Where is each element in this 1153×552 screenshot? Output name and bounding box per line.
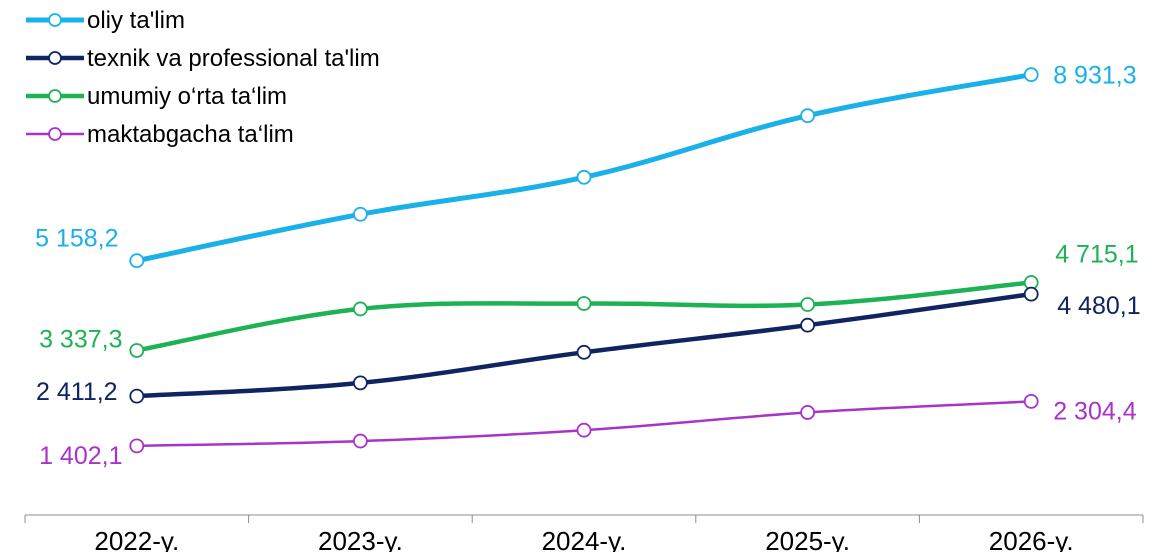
data-label: 2 411,2 [36, 378, 118, 406]
data-point-marker [800, 297, 815, 312]
data-point-marker [576, 296, 592, 311]
data-point-marker [576, 422, 592, 438]
data-point-marker [352, 206, 368, 222]
data-point-marker [352, 301, 368, 317]
data-label: 4 715,1 [1055, 241, 1138, 269]
data-point-marker [800, 317, 815, 333]
series-umumiy-o-rta-ta-lim [129, 275, 1039, 358]
legend-item-texnik-va-professional-ta-lim: texnik va professional ta'lim [26, 45, 380, 72]
data-point-marker [352, 433, 368, 449]
chart-legend: oliy ta'lim texnik va professional ta'lim… [26, 7, 380, 148]
data-point-marker [800, 108, 815, 124]
data-point-marker [1023, 67, 1039, 83]
legend-item-umumiy-o-rta-ta-lim: umumiy o‘rta ta‘lim [26, 83, 287, 110]
series-maktabgacha-ta-lim [129, 393, 1039, 454]
legend-item-maktabgacha-ta-lim: maktabgacha ta‘lim [26, 121, 294, 148]
x-axis: 2022-y. 2023-y. 2024-y. 2025-y. 2026-y. [24, 514, 1144, 552]
data-label: 3 337,3 [39, 325, 122, 353]
x-tick-label: 2023-y. [318, 526, 403, 552]
legend-swatch-marker [48, 13, 62, 27]
data-point-marker [352, 375, 368, 391]
data-point-marker [1023, 286, 1039, 302]
data-point-marker [129, 438, 145, 454]
data-point-marker [129, 388, 145, 404]
data-point-marker [576, 344, 592, 360]
legend-swatch-marker [48, 127, 62, 141]
data-label: 8 931,3 [1053, 62, 1136, 90]
data-label: 2 304,4 [1053, 397, 1137, 425]
data-point-marker [129, 253, 145, 269]
x-tick-label: 2026-y. [989, 526, 1074, 552]
data-point-marker [1023, 393, 1039, 409]
series-layer [129, 67, 1039, 454]
data-point-marker [129, 343, 145, 358]
legend-swatch-marker [48, 89, 62, 103]
data-point-marker [576, 169, 592, 185]
legend-label: maktabgacha ta‘lim [87, 121, 294, 148]
x-tick-label: 2024-y. [542, 526, 627, 552]
data-label: 5 158,2 [35, 225, 118, 253]
x-tick-label: 2022-y. [94, 526, 179, 552]
data-point-marker [800, 405, 815, 420]
series-line [134, 280, 1034, 353]
x-tick-label: 2025-y. [765, 526, 850, 552]
data-labels: 5 158,2 8 931,3 2 411,2 4 480,1 3 337,3 4 715… [35, 62, 1141, 470]
legend-label: texnik va professional ta'lim [87, 45, 380, 72]
legend-item-oliy-ta-lim: oliy ta'lim [26, 7, 185, 34]
series-texnik-va-professional-ta-lim [129, 286, 1039, 404]
data-label: 4 480,1 [1057, 292, 1140, 320]
series-oliy-ta-lim [129, 67, 1039, 269]
legend-label: umumiy o‘rta ta‘lim [87, 83, 287, 110]
legend-swatch-marker [48, 51, 62, 65]
data-label: 1 402,1 [39, 442, 122, 470]
legend-label: oliy ta'lim [87, 7, 185, 34]
